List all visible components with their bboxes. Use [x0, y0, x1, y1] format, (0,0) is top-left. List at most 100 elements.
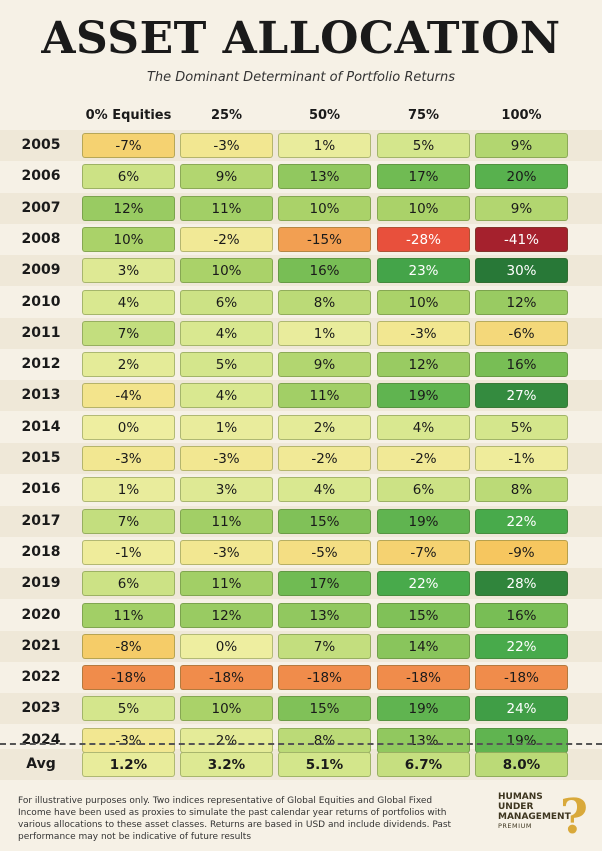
return-cell: 11% — [180, 571, 273, 597]
return-cell: 12% — [180, 602, 273, 628]
return-cell: 7% — [82, 320, 175, 346]
return-cell: 22% — [475, 508, 568, 534]
return-cell: 7% — [278, 633, 371, 659]
column-header: 75% Equities — [394, 108, 453, 147]
year-label: 2022 — [21, 669, 61, 686]
return-cell: -4% — [82, 383, 175, 409]
return-cell: 7% — [82, 508, 175, 534]
return-cell: 12% — [377, 352, 470, 378]
return-cell: 22% — [475, 633, 568, 659]
return-cell: 5% — [180, 352, 273, 378]
return-cell: 17% — [377, 164, 470, 190]
column-header: 50% Equities — [295, 108, 354, 147]
return-cell: 5% — [377, 133, 470, 158]
return-cell: 1% — [278, 133, 371, 158]
return-cell: 8% — [475, 477, 568, 503]
year-label: 2019 — [21, 575, 61, 592]
average-cell: 3.2% — [180, 752, 273, 777]
return-cell: 2% — [278, 414, 371, 440]
return-cell: -2% — [278, 446, 371, 471]
return-cell: -41% — [475, 226, 568, 252]
return-cell: 12% — [475, 289, 568, 315]
return-cell: -6% — [475, 320, 568, 346]
return-cell: 27% — [475, 383, 568, 409]
return-cell: 19% — [377, 696, 470, 722]
return-cell: -2% — [377, 446, 470, 471]
return-cell: 8% — [278, 727, 371, 753]
return-cell: 30% — [475, 258, 568, 284]
return-cell: 9% — [475, 133, 568, 158]
return-cell: 13% — [278, 164, 371, 190]
logo-line-4: PREMIUM — [498, 822, 532, 830]
return-cell: 9% — [180, 164, 273, 190]
year-label: 2008 — [21, 230, 61, 247]
return-cell: 5% — [475, 414, 568, 440]
return-cell: 4% — [377, 414, 470, 440]
return-cell: 24% — [475, 696, 568, 722]
return-cell: 4% — [180, 383, 273, 409]
return-cell: 4% — [180, 320, 273, 346]
return-cell: -3% — [82, 727, 175, 753]
return-cell: -18% — [475, 665, 568, 691]
year-label: 2011 — [21, 324, 61, 341]
average-divider — [0, 743, 602, 745]
return-cell: 15% — [377, 602, 470, 628]
return-cell: 9% — [475, 195, 568, 221]
logo-line-2: UNDER — [498, 802, 534, 812]
average-label: Avg — [26, 756, 56, 772]
return-cell: 4% — [82, 289, 175, 315]
footnote: For illustrative purposes only. Two indi… — [18, 796, 452, 842]
page-subtitle: The Dominant Determinant of Portfolio Re… — [146, 70, 456, 85]
return-cell: 19% — [377, 508, 470, 534]
year-label: 2021 — [21, 637, 61, 654]
year-label: 2012 — [21, 356, 61, 373]
return-cell: 10% — [377, 289, 470, 315]
year-label: 2024 — [21, 731, 61, 748]
return-cell: 0% — [180, 633, 273, 659]
return-cell: 10% — [278, 195, 371, 221]
return-cell: 11% — [278, 383, 371, 409]
year-label: 2018 — [21, 543, 61, 560]
return-cell: 1% — [278, 320, 371, 346]
return-cell: 15% — [278, 696, 371, 722]
return-cell: 4% — [278, 477, 371, 503]
return-cell: 0% — [82, 414, 175, 440]
return-cell: 28% — [475, 571, 568, 597]
year-label: 2016 — [21, 481, 61, 498]
return-cell: 1% — [82, 477, 175, 503]
return-cell: -28% — [377, 226, 470, 252]
return-cell: 6% — [180, 289, 273, 315]
return-cell: 6% — [82, 571, 175, 597]
return-cell: 22% — [377, 571, 470, 597]
year-label: 2006 — [21, 168, 61, 185]
return-cell: 11% — [82, 602, 175, 628]
return-cell: 8% — [278, 289, 371, 315]
brand-logo: ? HUMANS UNDER MANAGEMENT PREMIUM — [498, 792, 590, 842]
year-label: 2023 — [21, 700, 61, 717]
year-label: 2007 — [21, 199, 61, 216]
column-header: 25% Equities — [197, 108, 256, 147]
return-cell: -1% — [82, 539, 175, 565]
return-cell: 19% — [475, 727, 568, 753]
return-cell: 11% — [180, 508, 273, 534]
return-cell: -7% — [82, 133, 175, 158]
return-cell: 20% — [475, 164, 568, 190]
return-cell: 19% — [377, 383, 470, 409]
return-cell: 5% — [82, 696, 175, 722]
return-cell: -7% — [377, 539, 470, 565]
year-label: 2014 — [21, 418, 61, 435]
return-cell: 10% — [82, 226, 175, 252]
return-cell: 10% — [180, 258, 273, 284]
return-cell: -3% — [377, 320, 470, 346]
page-title: ASSET ALLOCATION — [41, 13, 561, 64]
return-cell: 16% — [475, 352, 568, 378]
question-mark-icon: ? — [559, 789, 588, 845]
return-cell: 14% — [377, 633, 470, 659]
return-cell: -2% — [180, 226, 273, 252]
return-cell: 2% — [82, 352, 175, 378]
return-cell: 2% — [180, 727, 273, 753]
return-cell: -5% — [278, 539, 371, 565]
return-cell: -15% — [278, 226, 371, 252]
return-cell: 17% — [278, 571, 371, 597]
average-cell: 5.1% — [278, 752, 371, 777]
